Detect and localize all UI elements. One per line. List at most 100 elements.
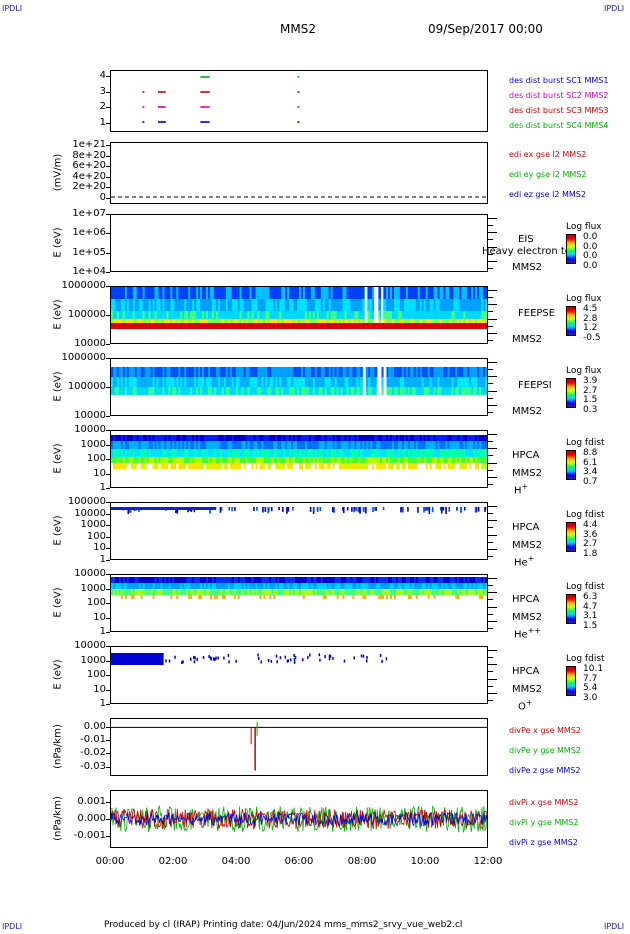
spectrogram-cell [380,577,383,583]
spectrogram-cell [243,311,247,319]
spectrogram-cell [360,377,363,387]
spectrogram-cell [111,395,114,415]
spectrogram-cell [213,657,215,661]
spectrogram-cell [318,457,322,463]
spectrogram-cell [255,463,259,469]
spectrogram-cell [283,329,286,343]
spectrogram-cell [394,395,397,415]
spectrogram-cell [146,595,150,599]
spectrogram-cell [447,395,450,415]
spectrogram-cell [182,660,184,664]
spectrogram-cell [116,577,120,583]
spectrogram-cell [376,329,379,343]
spectrogram-cell [245,367,249,377]
spectrogram-cell [386,457,389,463]
spectrogram-cell [304,387,308,395]
spectrogram-cell [374,449,377,457]
spectrogram-cell [194,595,197,599]
spectrogram-cell [401,367,405,377]
spectrogram-cell [308,441,312,449]
spectrogram-cell [227,441,231,449]
legend-entry: edi ex gse l2 MMS2 [509,150,587,159]
spectrogram-cell [164,589,167,595]
spectrogram-cell [113,287,116,299]
spectrogram-cell [346,463,350,469]
spectrogram-cell [267,658,270,662]
x-tick-label: 06:00 [284,856,314,867]
spectrogram-cell [231,377,235,387]
spectrogram-cell [209,323,213,329]
spectrogram-cell [182,377,185,387]
spectrogram-cell [324,595,328,599]
spectrogram-cell [115,463,118,469]
spectrogram-cell [394,387,397,395]
spectrogram-cell [481,287,484,299]
spectrogram-cell [364,449,367,457]
spectrogram-cell [485,367,487,377]
spectrogram-cell [437,319,441,323]
spectrogram-cell [263,319,266,323]
spectrogram-cell [291,359,294,367]
spectrogram-cell [227,299,231,311]
spectrogram-cell [475,463,478,469]
spectrogram-cell [251,583,255,589]
spectrogram-cell [310,377,314,387]
spectrogram-cell [463,367,466,377]
spectrogram-cell [455,299,458,311]
spectrogram-cell [380,359,383,367]
spectrogram-cell [247,311,251,319]
y-tick-mark [106,272,110,273]
spectrogram-cell [184,377,187,387]
spectrogram-cell [168,441,171,449]
spectrogram-cell [397,319,401,323]
spectrogram-cell [320,589,324,595]
spectrogram-cell [192,323,195,329]
spectrogram-cell [192,311,195,319]
spectrogram-cell [293,589,296,595]
spectrogram-cell [241,367,245,377]
spectrogram-cell [437,457,441,463]
spectrogram-cell [291,441,294,449]
spectrogram-cell [251,323,255,329]
spectrogram-cell [397,457,401,463]
spectrogram-cell [443,395,447,415]
spectrogram-cell [184,457,187,463]
spectrogram-cell [344,359,348,367]
spectrogram-cell [148,323,152,329]
spectrogram-cell [158,435,162,441]
spectrogram-cell [217,359,221,367]
spectrogram-cell [427,319,431,323]
spectrogram-cell [431,395,435,415]
spectrogram-cell [427,329,431,343]
spectrogram-cell [241,449,245,457]
spectrogram-cell [165,659,167,663]
spectrogram-cell [186,395,189,415]
spectrogram-cell [271,595,274,599]
colorbar-title: Log flux [566,294,602,304]
spectrogram-cell [115,377,118,387]
spectrogram-cell [431,449,435,457]
spectrogram-cell [423,449,427,457]
spectrogram-cell [382,595,385,599]
spectrogram-cell [348,441,352,449]
spectrogram-cell [295,387,298,395]
spectrogram-cell [249,287,253,299]
spectrogram-cell [297,329,300,343]
spectrogram-cell [419,577,423,583]
spectrogram-cell [140,367,144,377]
spectrogram-cell [330,319,334,323]
spectrogram-cell [401,359,405,367]
spectrogram-cell [429,319,433,323]
spectrogram-cell [255,449,259,457]
spectrogram-cell [429,395,433,415]
spectrogram-cell [160,387,164,395]
spectrogram-cell [285,577,288,583]
spectrogram-cell [289,457,292,463]
panel-hpca_he [110,502,488,560]
spectrogram-cell [189,657,192,661]
spectrogram-cell [378,449,381,457]
spectrogram-cell [255,577,259,583]
right-tick-mark [488,434,497,435]
spectrogram-cell [217,583,221,589]
spectrogram-cell [128,377,132,387]
